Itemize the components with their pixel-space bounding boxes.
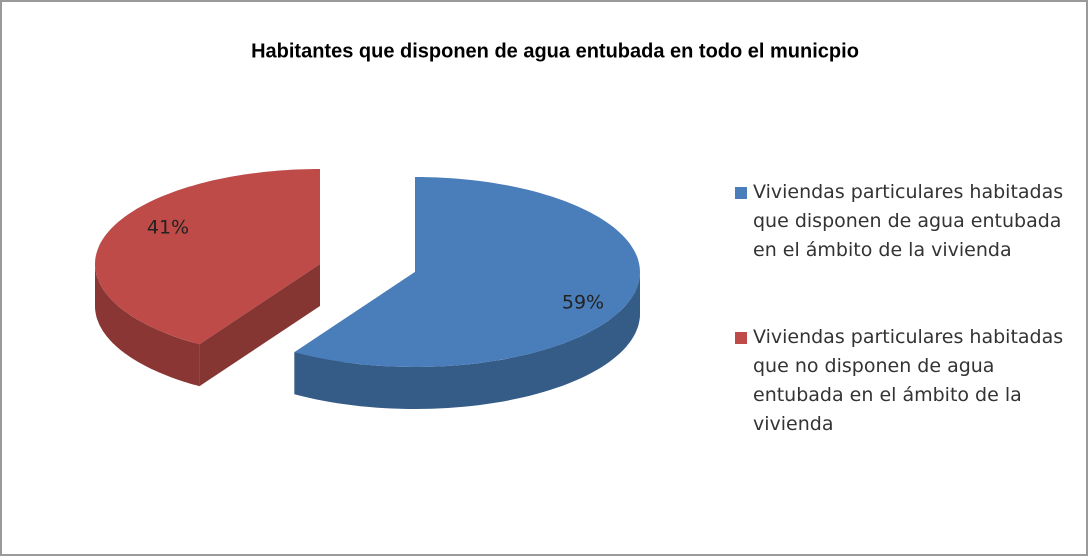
slice — [294, 177, 640, 367]
slice-side — [95, 264, 200, 387]
data-label: 59% — [562, 292, 604, 314]
slice-side — [294, 272, 640, 409]
legend-label: Viviendas particulares habitadas que no … — [753, 326, 1064, 435]
legend-swatch — [735, 332, 747, 344]
legend-swatch — [735, 187, 747, 199]
slice — [95, 169, 320, 345]
legend-entry: Viviendas particulares habitadas que dis… — [735, 178, 1075, 265]
chart-title: Habitantes que disponen de agua entubada… — [251, 40, 859, 62]
data-label: 41% — [147, 217, 189, 239]
legend-entry: Viviendas particulares habitadas que no … — [735, 323, 1075, 439]
slice-face — [199, 264, 320, 387]
legend-label: Viviendas particulares habitadas que dis… — [753, 181, 1064, 261]
